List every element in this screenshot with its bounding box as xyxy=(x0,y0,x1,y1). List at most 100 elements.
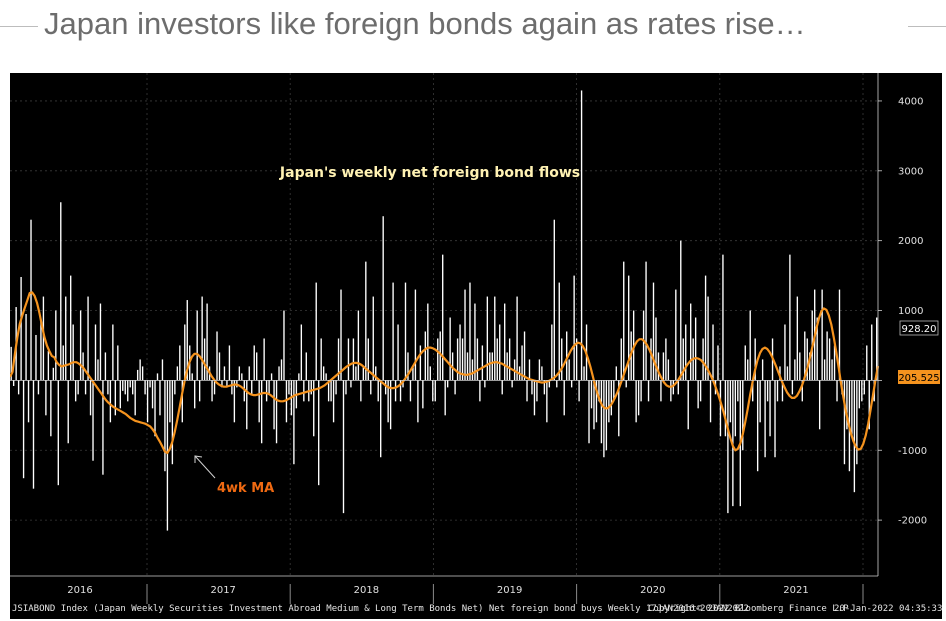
flow-bar xyxy=(863,380,865,395)
flow-bar xyxy=(836,380,838,402)
flow-bar xyxy=(784,324,786,381)
flow-bar xyxy=(523,331,526,381)
flow-bar xyxy=(300,324,303,381)
flow-bar xyxy=(124,380,126,395)
flow-bar xyxy=(389,380,392,430)
flow-bar xyxy=(546,380,548,423)
flow-bar xyxy=(132,380,134,395)
flow-bar xyxy=(437,338,439,381)
x-tick-label: 2019 xyxy=(497,585,522,596)
flow-bar xyxy=(791,380,794,395)
flow-bar xyxy=(77,380,79,395)
flow-bar xyxy=(538,359,541,381)
flow-bar xyxy=(129,380,131,388)
flow-bar xyxy=(17,380,20,395)
ma-annotation-arrowhead xyxy=(194,455,203,463)
flow-bar xyxy=(657,352,660,381)
flow-bar xyxy=(42,296,45,381)
flow-bar xyxy=(25,314,27,381)
flow-bar xyxy=(181,380,183,423)
flow-bar xyxy=(402,380,404,388)
flow-bar xyxy=(804,331,806,381)
flow-bar xyxy=(801,380,803,402)
flow-bar xyxy=(598,380,600,402)
flow-bar xyxy=(761,359,764,381)
flow-bar xyxy=(551,324,553,381)
flow-bar xyxy=(799,352,801,381)
flow-bar xyxy=(112,324,114,381)
flow-bar xyxy=(265,380,268,402)
flow-bar xyxy=(526,380,528,402)
flow-bar xyxy=(561,338,563,381)
flow-bar xyxy=(828,338,831,381)
flow-bar xyxy=(861,380,863,402)
flow-bar xyxy=(613,380,615,402)
flow-bar xyxy=(345,380,347,395)
flow-bar xyxy=(766,380,769,402)
flow-bar xyxy=(511,380,513,388)
flow-bar xyxy=(742,380,744,451)
flow-bar xyxy=(186,300,188,381)
flow-bar xyxy=(372,296,374,381)
flow-bar xyxy=(171,380,174,465)
x-tick-label: 2020 xyxy=(640,585,665,596)
flow-bar xyxy=(672,380,675,395)
flow-bar xyxy=(50,380,52,437)
flow-bar xyxy=(719,380,722,437)
flow-bar xyxy=(712,324,714,381)
flow-bar xyxy=(35,334,37,381)
flow-bar xyxy=(52,367,55,381)
flow-bar xyxy=(216,331,218,381)
flow-bar xyxy=(347,338,350,381)
flow-bar xyxy=(325,373,327,381)
last-ma-tag: 205.525 xyxy=(898,370,940,384)
flow-bar xyxy=(298,373,300,381)
flow-bar xyxy=(573,275,575,381)
flow-bar xyxy=(652,282,655,381)
flow-bar xyxy=(690,303,692,381)
flow-bar xyxy=(685,324,687,381)
flow-bar xyxy=(610,380,613,416)
flow-bar xyxy=(37,380,40,395)
flow-bar xyxy=(737,380,739,402)
flow-bar xyxy=(687,380,689,430)
flow-bar xyxy=(521,345,523,381)
flow-bar xyxy=(27,380,30,423)
x-tick-label: 2017 xyxy=(210,585,235,596)
flow-bar xyxy=(580,90,583,381)
flow-bar xyxy=(650,338,652,381)
flow-bar xyxy=(318,380,320,486)
flow-bar xyxy=(647,380,650,402)
flow-bar xyxy=(122,380,124,391)
y-tick-label: 1000 xyxy=(898,306,923,317)
flow-bar xyxy=(226,380,228,388)
flow-bar xyxy=(496,338,498,381)
flow-bar xyxy=(367,338,369,381)
flow-bar xyxy=(60,202,62,381)
flow-bar xyxy=(149,380,151,388)
y-tick-label: 3000 xyxy=(898,166,923,177)
flow-bar xyxy=(528,359,531,381)
flow-bar xyxy=(394,380,397,402)
flow-bar xyxy=(10,346,12,381)
flow-bar xyxy=(429,366,431,381)
flow-bar xyxy=(796,296,799,381)
flow-bar xyxy=(184,324,186,381)
flow-bar xyxy=(320,338,322,381)
flow-bar xyxy=(141,366,144,381)
flow-bar xyxy=(752,380,754,402)
flow-bar xyxy=(206,303,208,381)
last-value-text: 928.20 xyxy=(902,324,937,335)
flow-bar xyxy=(412,366,414,381)
flow-bar xyxy=(89,380,92,416)
flow-bar xyxy=(243,380,245,402)
ma-line xyxy=(10,291,880,455)
flow-bar xyxy=(876,317,878,381)
flow-bar xyxy=(419,345,422,381)
x-tick-label: 2021 xyxy=(783,585,808,596)
flow-bar xyxy=(397,324,399,381)
flow-bar xyxy=(196,310,198,381)
flow-bar xyxy=(278,366,280,381)
flow-bar xyxy=(99,303,102,381)
flow-bar xyxy=(119,380,121,409)
